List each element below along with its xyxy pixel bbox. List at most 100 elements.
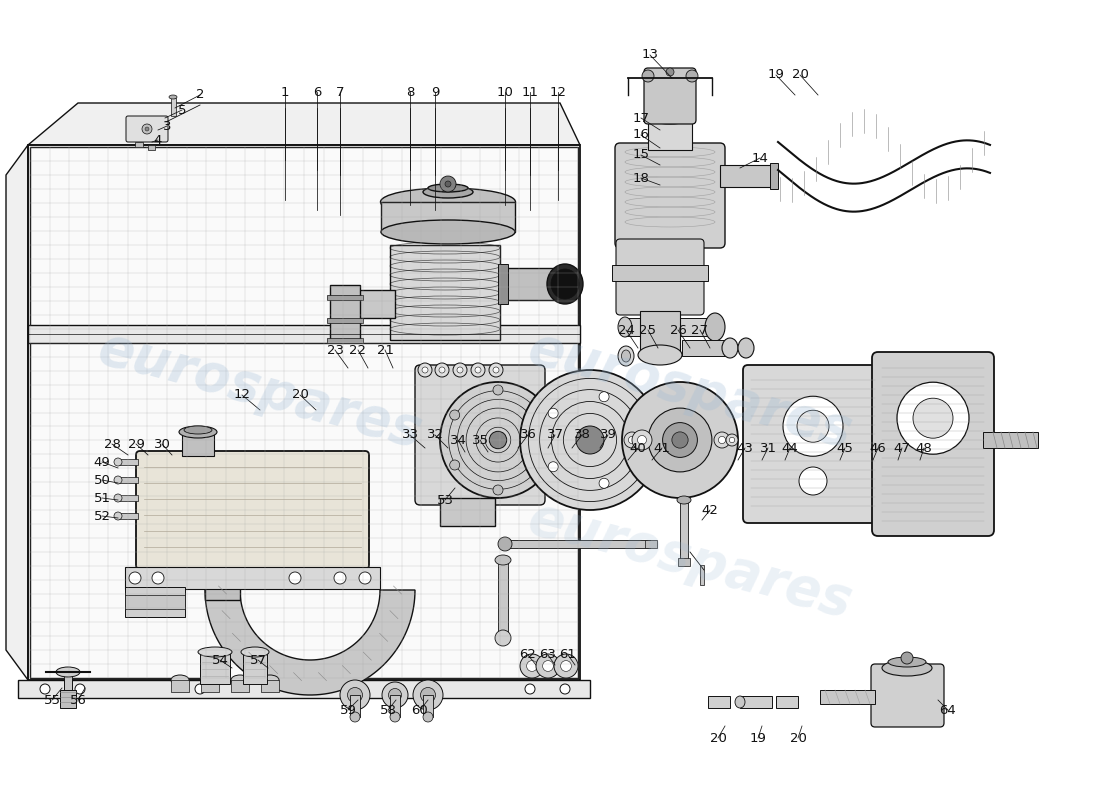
Text: 42: 42 — [702, 503, 718, 517]
Bar — [118, 459, 138, 465]
Circle shape — [350, 712, 360, 722]
Text: 20: 20 — [710, 731, 726, 745]
FancyBboxPatch shape — [136, 451, 368, 569]
Text: 36: 36 — [519, 429, 537, 442]
Circle shape — [334, 572, 346, 584]
Bar — [202, 530, 243, 536]
Polygon shape — [28, 103, 580, 145]
Circle shape — [390, 712, 400, 722]
Ellipse shape — [618, 317, 632, 337]
FancyBboxPatch shape — [644, 68, 696, 124]
Circle shape — [520, 370, 660, 510]
Bar — [770, 163, 778, 189]
Ellipse shape — [184, 426, 212, 434]
Circle shape — [446, 181, 451, 187]
Circle shape — [799, 467, 827, 495]
Ellipse shape — [498, 537, 512, 551]
Circle shape — [424, 712, 433, 722]
Text: 27: 27 — [692, 323, 708, 337]
Circle shape — [412, 680, 443, 710]
Bar — [776, 696, 798, 708]
Text: 58: 58 — [379, 703, 396, 717]
Text: eurospares: eurospares — [522, 322, 858, 458]
Bar — [202, 495, 243, 501]
Circle shape — [662, 422, 697, 458]
Text: 14: 14 — [751, 151, 769, 165]
Text: 45: 45 — [837, 442, 854, 454]
Bar — [327, 295, 363, 300]
Bar — [498, 560, 508, 640]
Bar — [505, 540, 650, 548]
Text: 3: 3 — [163, 119, 172, 133]
Bar — [424, 695, 433, 717]
Ellipse shape — [170, 675, 189, 685]
Text: 28: 28 — [103, 438, 120, 450]
Text: 34: 34 — [450, 434, 466, 446]
Bar — [330, 285, 360, 340]
Text: 46: 46 — [870, 442, 887, 454]
Bar — [700, 565, 704, 585]
Bar — [720, 165, 775, 187]
Text: 53: 53 — [437, 494, 453, 506]
Circle shape — [493, 385, 503, 395]
Bar — [135, 142, 143, 147]
Ellipse shape — [708, 317, 722, 337]
Ellipse shape — [738, 338, 754, 358]
Circle shape — [388, 689, 401, 702]
Text: 60: 60 — [411, 703, 428, 717]
Circle shape — [726, 434, 738, 446]
Circle shape — [145, 127, 149, 131]
Text: 9: 9 — [431, 86, 439, 98]
Circle shape — [340, 680, 370, 710]
Circle shape — [395, 684, 405, 694]
Text: 2: 2 — [196, 89, 205, 102]
FancyBboxPatch shape — [872, 352, 994, 536]
Circle shape — [718, 437, 726, 443]
Bar — [640, 311, 680, 356]
Text: 15: 15 — [632, 149, 649, 162]
Circle shape — [672, 432, 689, 448]
Bar — [243, 652, 267, 684]
Text: 12: 12 — [550, 86, 566, 98]
Bar — [231, 680, 249, 692]
Bar — [682, 340, 730, 356]
Ellipse shape — [169, 95, 177, 99]
Circle shape — [520, 654, 544, 678]
Text: 19: 19 — [768, 69, 784, 82]
Circle shape — [576, 426, 604, 454]
Bar — [820, 690, 874, 704]
Circle shape — [453, 363, 468, 377]
Ellipse shape — [381, 220, 515, 244]
Bar — [680, 500, 688, 560]
Circle shape — [621, 382, 738, 498]
Text: 33: 33 — [402, 429, 418, 442]
Bar — [125, 567, 380, 589]
Circle shape — [554, 654, 578, 678]
Circle shape — [114, 476, 122, 484]
Bar — [118, 495, 138, 501]
Ellipse shape — [261, 675, 279, 685]
Bar — [350, 695, 360, 717]
Circle shape — [913, 398, 953, 438]
Bar — [170, 680, 189, 692]
Circle shape — [548, 408, 558, 418]
Ellipse shape — [428, 184, 468, 192]
Text: 54: 54 — [211, 654, 229, 666]
Bar — [327, 338, 363, 343]
Polygon shape — [390, 245, 501, 340]
Bar — [60, 690, 76, 708]
Bar — [740, 696, 772, 708]
Circle shape — [493, 485, 503, 495]
Text: 48: 48 — [915, 442, 933, 454]
Bar — [625, 318, 715, 336]
Circle shape — [666, 68, 674, 76]
Circle shape — [450, 460, 460, 470]
Bar — [708, 696, 730, 708]
Bar — [500, 268, 565, 300]
Bar — [440, 498, 495, 526]
Circle shape — [536, 654, 560, 678]
Circle shape — [600, 478, 609, 488]
Bar — [498, 264, 508, 304]
Text: 35: 35 — [472, 434, 488, 446]
Bar — [381, 202, 515, 232]
